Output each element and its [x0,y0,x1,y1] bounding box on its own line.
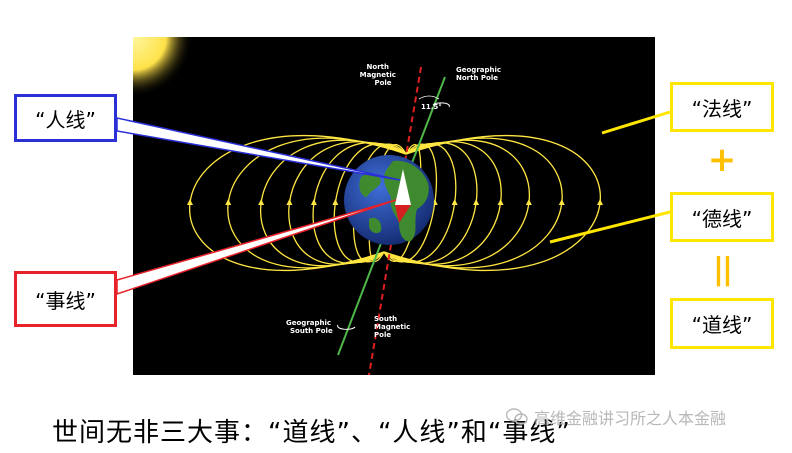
dao-line-callout: “道线” [670,298,774,349]
angle-arc [418,95,440,100]
shi-line-callout: “事线” [14,271,117,327]
shi-line-label: “事线” [35,288,96,313]
field-arrow [558,199,565,205]
field-arrow [225,199,232,205]
ren-line-label: “人线” [35,107,96,132]
compass-needle-north [395,169,411,205]
magnetic-field-diagram: North Magnetic Pole Geographic North Pol… [133,37,655,375]
north-rotation-arrow [432,102,450,108]
south-rotation-arrow [337,324,356,330]
geographic-north-pole-label: Geographic North Pole [456,66,503,82]
fa-line-callout: “法线” [670,82,774,132]
geographic-south-pole-label: Geographic South Pole [286,319,333,335]
field-arrow [525,199,532,205]
dao-line-label: “道线” [691,313,753,337]
field-arrow [473,199,480,205]
south-magnetic-pole-label: South Magnetic Pole [374,315,413,339]
diagram-canvas: North Magnetic Pole Geographic North Pol… [133,37,604,375]
magnetic-axis [368,66,422,375]
ren-line-callout: “人线” [14,94,117,142]
field-arrow [497,199,504,205]
field-arrow [597,199,604,205]
compass-needle-south [395,205,411,223]
equals-sign: || [713,252,733,287]
chat-bubble-icon [506,408,528,425]
de-line-label: “德线” [691,206,753,231]
de-line-callout: “德线” [670,192,774,242]
field-arrow [310,199,317,205]
field-arrow [186,199,193,205]
caption: 世间无非三大事：“道线”、“人线”和“事线” [52,418,571,448]
watermark: 高维金融讲习所之人本金融 [506,405,726,429]
north-magnetic-pole-label: North Magnetic Pole [360,63,399,87]
watermark-text: 高维金融讲习所之人本金融 [534,409,727,428]
field-arrow [332,199,339,205]
fa-line-label: “法线” [691,96,753,121]
earth [344,155,434,245]
angle-label: 11.5° [421,103,442,111]
field-arrow [258,199,265,205]
sun [133,37,193,97]
plus-sign: + [707,140,737,180]
field-arrow [451,199,458,205]
field-arrow [286,199,293,205]
